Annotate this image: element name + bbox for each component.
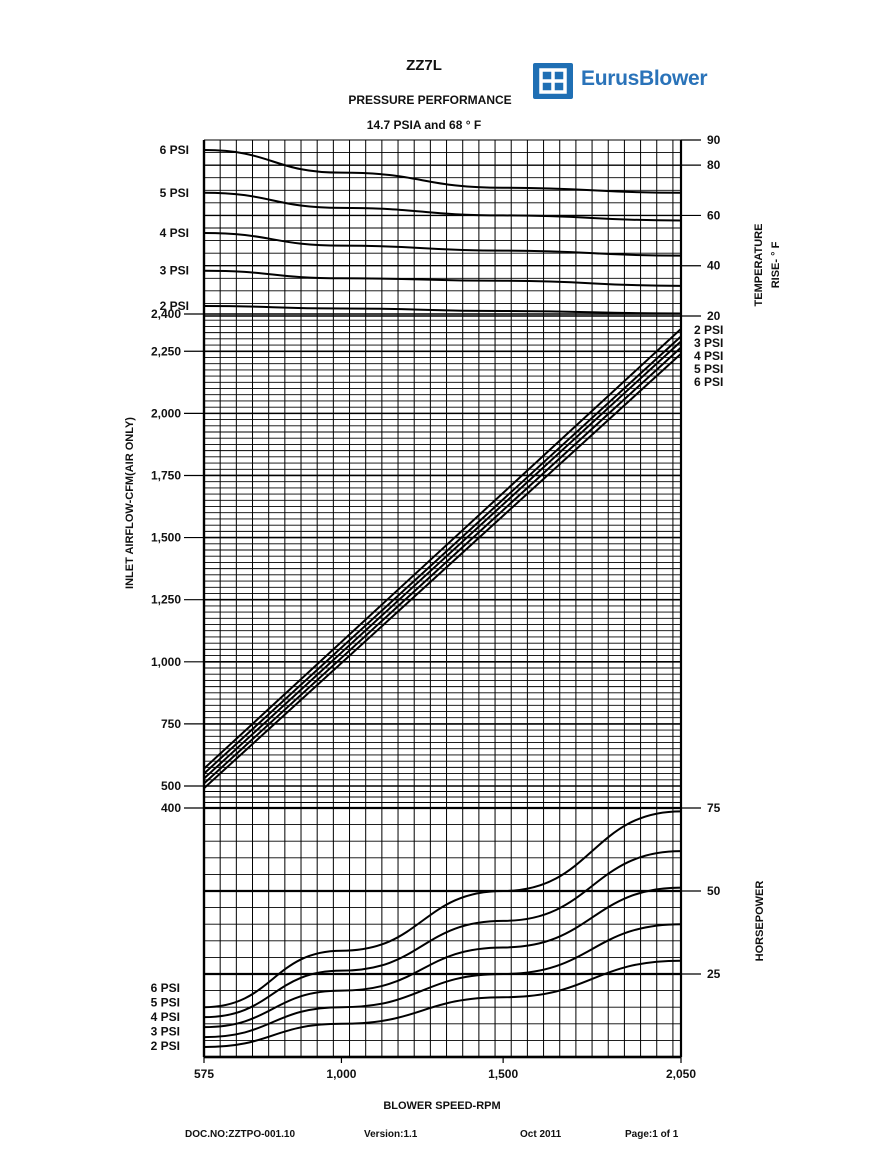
temperature-series-label: 2 PSI (160, 299, 189, 313)
temp-rise-line-5-psi (203, 191, 682, 222)
temperature-axis-label-line2: RISE- ° F (770, 241, 782, 288)
chart-title: ZZ7L (406, 57, 442, 74)
horsepower-line-5-psi (203, 850, 682, 1019)
airflow-tick-label: 1,250 (151, 593, 181, 607)
x-axis-label: BLOWER SPEED-RPM (383, 1100, 500, 1112)
airflow-tick-label: 750 (161, 717, 181, 731)
temperature-axis-label-line1: TEMPERATURE (753, 224, 765, 307)
temperature-tick-label: 90 (707, 133, 721, 147)
airflow-tick-label: 500 (161, 779, 181, 793)
airflow-tick-label: 1,000 (151, 655, 181, 669)
airflow-tick-label: 2,000 (151, 406, 181, 420)
airflow-series-label: 3 PSI (694, 336, 723, 350)
airflow-tick-label: 1,500 (151, 531, 181, 545)
temperature-tick-label: 60 (707, 208, 721, 222)
airflow-series-label: 4 PSI (694, 349, 723, 363)
horsepower-line-6-psi (203, 810, 682, 1009)
airflow-series-label: 6 PSI (694, 375, 723, 389)
temperature-tick-label: 40 (707, 259, 721, 273)
horsepower-tick-label: 75 (707, 801, 721, 815)
horsepower-line-4-psi (203, 886, 682, 1029)
temperature-series-label: 4 PSI (160, 226, 189, 240)
chart-conditions: 14.7 PSIA and 68 ° F (367, 118, 481, 132)
version: Version:1.1 (364, 1129, 418, 1140)
airflow-line-5-psi (203, 346, 682, 785)
airflow-line-3-psi (203, 335, 682, 775)
horsepower-line-3-psi (203, 923, 682, 1039)
logo-text: EurusBlower (581, 67, 708, 90)
temperature-series-label: 5 PSI (160, 186, 189, 200)
doc-number: DOC.NO:ZZTPO-001.10 (185, 1129, 296, 1140)
temp-rise-line-6-psi (203, 149, 682, 194)
chart-subtitle: PRESSURE PERFORMANCE (348, 93, 511, 107)
eurus-logo-icon (533, 63, 573, 99)
temperature-series-label: 6 PSI (160, 143, 189, 157)
temperature-tick-label: 80 (707, 158, 721, 172)
x-tick-label: 1,500 (488, 1067, 518, 1081)
temp-rise-line-4-psi (203, 232, 682, 257)
temp-rise-line-2-psi (203, 304, 682, 315)
page-number: Page:1 of 1 (625, 1129, 679, 1140)
date: Oct 2011 (520, 1129, 562, 1140)
axis-ticks: 400 500 750 1,000 1,250 1,500 1,750 2,000 2,250 2… (151, 133, 724, 1081)
temperature-tick-label: 20 (707, 309, 721, 323)
horsepower-series-label: 3 PSI (151, 1025, 180, 1039)
x-tick-label: 1,000 (326, 1067, 356, 1081)
airflow-axis-label: INLET AIRFLOW-CFM(AIR ONLY) (124, 417, 136, 589)
temperature-series-label: 3 PSI (160, 264, 189, 278)
airflow-tick-label: 2,400 (151, 307, 181, 321)
horsepower-tick-label: 25 (707, 967, 721, 981)
horsepower-line-2-psi (203, 959, 682, 1049)
horsepower-series-label: 5 PSI (151, 996, 180, 1010)
x-tick-label: 575 (194, 1067, 214, 1081)
airflow-tick-label: 1,750 (151, 468, 181, 482)
horsepower-axis-label: HORSEPOWER (754, 881, 766, 962)
airflow-series-label: 5 PSI (694, 362, 723, 376)
airflow-line-4-psi (203, 340, 682, 780)
horsepower-tick-label: 50 (707, 884, 721, 898)
grid (202, 139, 683, 1059)
horsepower-series-label: 2 PSI (151, 1039, 180, 1053)
series-lines (203, 149, 682, 1049)
x-tick-label: 2,050 (666, 1067, 696, 1081)
horsepower-series-label: 4 PSI (151, 1010, 180, 1024)
temp-rise-line-3-psi (203, 269, 682, 287)
horsepower-series-label: 6 PSI (151, 981, 180, 995)
airflow-tick-label: 400 (161, 801, 181, 815)
airflow-line-2-psi (203, 328, 682, 770)
airflow-tick-label: 2,250 (151, 344, 181, 358)
airflow-line-6-psi (203, 353, 682, 789)
airflow-series-label: 2 PSI (694, 323, 723, 337)
